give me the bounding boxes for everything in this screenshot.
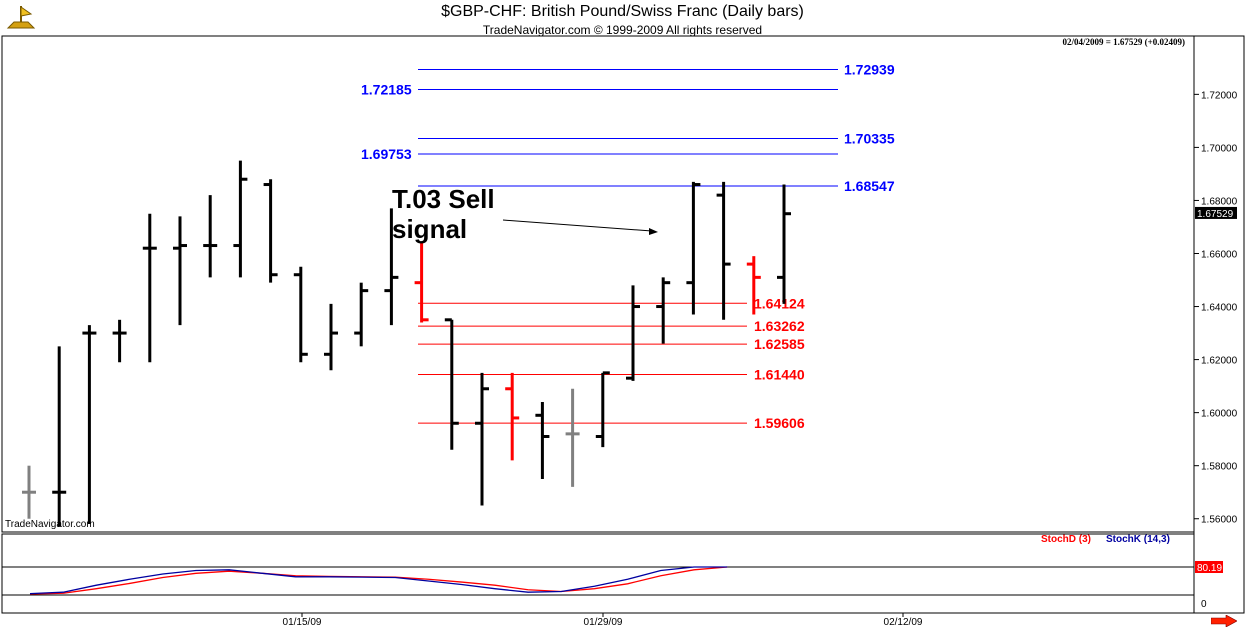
x-tick-label: 01/29/09 [584,617,623,628]
y-tick-label: 1.64000 [1201,303,1238,314]
y-tick-label: 1.62000 [1201,356,1238,367]
ohlc-bar [354,282,369,347]
ohlc-bar [595,371,610,448]
stoch-k-legend: StochK (14,3) [1106,534,1170,545]
current-price-label: 1.67529 [1197,209,1234,220]
ohlc-bar [233,160,248,278]
price-panel [1,35,1195,533]
level-label: 1.72185 [361,81,412,97]
ohlc-bar [716,181,731,320]
y-tick-label: 1.70000 [1201,143,1238,154]
signal-arrow-shaft [502,219,653,232]
ohlc-bar [686,181,701,315]
stoch-k-line [29,566,728,595]
signal-arrow-head [649,228,658,235]
ohlc-bar [22,465,36,519]
level-label: 1.62585 [754,336,805,352]
ohlc-bar [112,319,127,363]
chart-subtitle: TradeNavigator.com © 1999-2009 All right… [482,23,763,37]
scroll-right-arrow-icon[interactable] [1211,615,1237,627]
stochastic-panel [1,533,1195,614]
ohlc-bar [173,216,187,326]
ohlc-bar [384,208,399,326]
y-tick-label: 1.68000 [1201,196,1238,207]
ohlc-bar [52,346,67,527]
x-tick-label: 01/15/09 [283,617,322,628]
ohlc-bar [142,213,157,363]
level-label: 1.63262 [754,318,805,334]
ohlc-bar [475,372,489,506]
level-label: 1.61440 [754,366,805,382]
ohlc-bar [777,184,791,304]
trading-logo-icon [6,6,36,29]
ohlc-bar [293,266,308,363]
logo-flag-shape [20,6,33,17]
y-tick-label: 1.56000 [1201,515,1238,526]
chart-title: $GBP-CHF: British Pound/Swiss Franc (Dai… [441,3,804,20]
level-label: 1.70335 [844,131,895,147]
ohlc-bar [505,372,520,461]
ohlc-bar [203,195,218,278]
signal-arrow [502,219,658,235]
ohlc-bar [414,242,429,323]
ohlc-bar [82,325,97,525]
ohlc-bar [444,318,459,450]
stoch-d-legend: StochD (3) [1041,534,1091,545]
y-tick-label: 1.66000 [1201,249,1238,260]
ohlc-bar [324,303,338,371]
level-label: 1.69753 [361,146,412,162]
stoch-zero-label: 0 [1201,599,1207,610]
stoch-value-label: 80.19 [1197,563,1222,574]
ohlc-bar [746,256,761,315]
level-label: 1.72939 [844,61,895,77]
level-label: 1.59606 [754,415,805,431]
ohlc-bar [565,388,580,487]
x-tick-label: 02/12/09 [884,617,923,628]
y-axis-panel [1193,35,1245,614]
current-price-tag [1195,206,1237,219]
y-tick-label: 1.60000 [1201,409,1238,420]
stoch-value-tag [1195,561,1223,573]
logo-base-shape [6,21,36,29]
y-tick-label: 1.58000 [1201,462,1238,473]
ohlc-bar [656,277,671,344]
level-label: 1.68547 [844,178,895,194]
watermark: TradeNavigator.com [5,519,95,530]
annotation-line-1: T.03 Sell [392,184,495,214]
sell-signal-annotation: T.03 Sell signal [392,184,495,244]
level-label: 1.64124 [754,295,805,311]
ohlc-bar [263,179,278,283]
quote-readout: 02/04/2009 = 1.67529 (+0.02409) [1062,37,1185,47]
ohlc-bar [535,402,550,479]
annotation-line-2: signal [392,214,468,244]
ohlc-bar [626,285,640,381]
y-tick-label: 1.72000 [1201,90,1238,101]
